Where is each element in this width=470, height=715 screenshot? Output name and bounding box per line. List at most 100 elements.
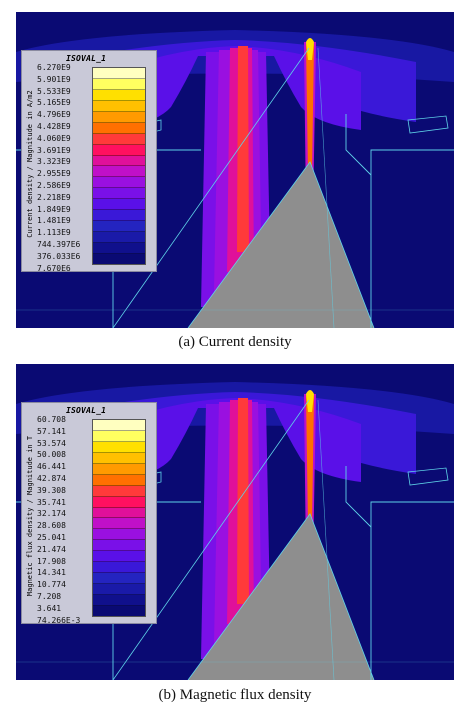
- legend-swatch: [93, 188, 145, 200]
- caption-current-density: (a) Current density: [178, 334, 292, 350]
- legend-swatch: [93, 463, 145, 475]
- legend-value: 1.849E9: [37, 204, 71, 214]
- right-block-top-edge: [345, 114, 372, 176]
- legend-value: 744.397E6: [37, 239, 81, 249]
- legend-value: 25.041: [37, 532, 66, 542]
- legend-value: 6.270E9: [37, 63, 71, 72]
- right-gap-edge: [317, 399, 335, 680]
- diagonal-edge: [112, 47, 310, 328]
- legend-values: 6.270E9 5.901E9 5.533E9 5.165E9 4.796E9 …: [37, 62, 95, 274]
- field-column-core: [237, 46, 249, 252]
- legend-swatch: [93, 474, 145, 486]
- legend-swatch: [93, 562, 145, 574]
- legend-swatch: [93, 441, 145, 453]
- legend-value: 4.060E9: [37, 133, 71, 143]
- legend-swatch: [93, 595, 145, 606]
- magnetic-flux-density-plot: ISOVAL_1 Magnetic flux density / Magnitu…: [16, 364, 454, 680]
- legend-value: 1.113E9: [37, 228, 71, 238]
- legend-value: 4.428E9: [37, 121, 71, 131]
- cone-workpiece: [188, 162, 374, 328]
- right-block-edge: [370, 501, 454, 680]
- legend-swatch: [93, 122, 145, 134]
- legend-value: 46.441: [37, 462, 66, 472]
- legend-value: 2.955E9: [37, 169, 71, 179]
- legend-value: 2.218E9: [37, 192, 71, 202]
- legend-swatch: [93, 232, 145, 243]
- legend-swatch: [93, 199, 145, 211]
- diagonal-edge: [112, 399, 310, 680]
- legend-value: 5.533E9: [37, 86, 71, 96]
- legend-value: 3.323E9: [37, 157, 71, 167]
- right-block-edge: [370, 149, 454, 328]
- right-tab: [407, 115, 449, 134]
- legend-swatch: [93, 551, 145, 563]
- legend-value: 1.481E9: [37, 216, 71, 226]
- cone-edge: [187, 513, 375, 680]
- legend-swatch: [93, 507, 145, 519]
- current-density-plot: ISOVAL_1 Current density / Magnitude in …: [16, 12, 454, 328]
- legend-value: 7.670E6: [37, 263, 71, 273]
- legend-value: 74.266E-3: [37, 615, 81, 625]
- legend-color-scale: [92, 419, 146, 617]
- legend-value: 14.341: [37, 568, 66, 578]
- legend-value: 4.796E9: [37, 110, 71, 120]
- legend-value: 42.874: [37, 473, 66, 483]
- legend-value: 39.308: [37, 485, 66, 495]
- cone-edge: [187, 161, 375, 328]
- magnetic-flux-density-legend: ISOVAL_1 Magnetic flux density / Magnitu…: [21, 402, 157, 626]
- legend-axis-label: Current density / Magnitude in A/m2: [26, 90, 34, 238]
- legend-swatch: [93, 166, 145, 178]
- legend-swatch: [93, 518, 145, 530]
- legend-swatch: [93, 243, 145, 254]
- legend-swatch: [93, 210, 145, 222]
- legend-swatch: [93, 485, 145, 497]
- legend-color-scale: [92, 67, 146, 265]
- caption-magnetic-flux-density: (b) Magnetic flux density: [158, 687, 312, 703]
- legend-swatch: [93, 605, 145, 616]
- legend-value: 57.141: [37, 426, 66, 436]
- field-column-core: [237, 398, 249, 604]
- legend-value: 3.641: [37, 603, 62, 613]
- legend-title: ISOVAL_1: [66, 406, 107, 415]
- legend-value: 50.008: [37, 450, 66, 460]
- hotspot: [306, 390, 314, 412]
- legend-swatch: [93, 155, 145, 167]
- legend-value: 10.774: [37, 580, 66, 590]
- gap-field-hot: [306, 396, 314, 524]
- legend-values: 60.708 57.141 53.574 50.008 46.441 42.87…: [37, 414, 95, 626]
- legend-swatch: [93, 584, 145, 595]
- legend-value: 7.208: [37, 591, 62, 601]
- legend-swatch: [93, 452, 145, 464]
- legend-swatch: [93, 420, 145, 431]
- legend-value: 5.165E9: [37, 98, 71, 108]
- legend-swatch: [93, 221, 145, 233]
- legend-swatch: [93, 529, 145, 541]
- legend-value: 17.908: [37, 556, 66, 566]
- legend-swatch: [93, 430, 145, 442]
- legend-swatch: [93, 89, 145, 101]
- field-lobe-mid: [111, 398, 361, 482]
- legend-value: 32.174: [37, 509, 66, 519]
- legend-swatch: [93, 177, 145, 189]
- legend-swatch: [93, 111, 145, 123]
- legend-axis-label: Magnetic flux density / Magnitude in T: [26, 435, 34, 597]
- legend-swatch: [93, 540, 145, 552]
- legend-value: 5.901E9: [37, 74, 71, 84]
- hotspot: [306, 38, 314, 60]
- right-gap-edge: [317, 47, 335, 328]
- gap-field-hot: [306, 44, 314, 172]
- legend-value: 376.033E6: [37, 251, 81, 261]
- legend-value: 35.741: [37, 497, 66, 507]
- current-density-legend: ISOVAL_1 Current density / Magnitude in …: [21, 50, 157, 274]
- legend-swatch: [93, 78, 145, 90]
- legend-swatch: [93, 100, 145, 112]
- legend-swatch: [93, 68, 145, 79]
- legend-swatch: [93, 496, 145, 508]
- legend-value: 28.608: [37, 521, 66, 531]
- legend-swatch: [93, 253, 145, 264]
- legend-swatch: [93, 133, 145, 145]
- legend-value: 60.708: [37, 415, 66, 424]
- legend-value: 3.691E9: [37, 145, 71, 155]
- legend-title: ISOVAL_1: [66, 54, 107, 63]
- field-lobe-mid: [111, 46, 361, 130]
